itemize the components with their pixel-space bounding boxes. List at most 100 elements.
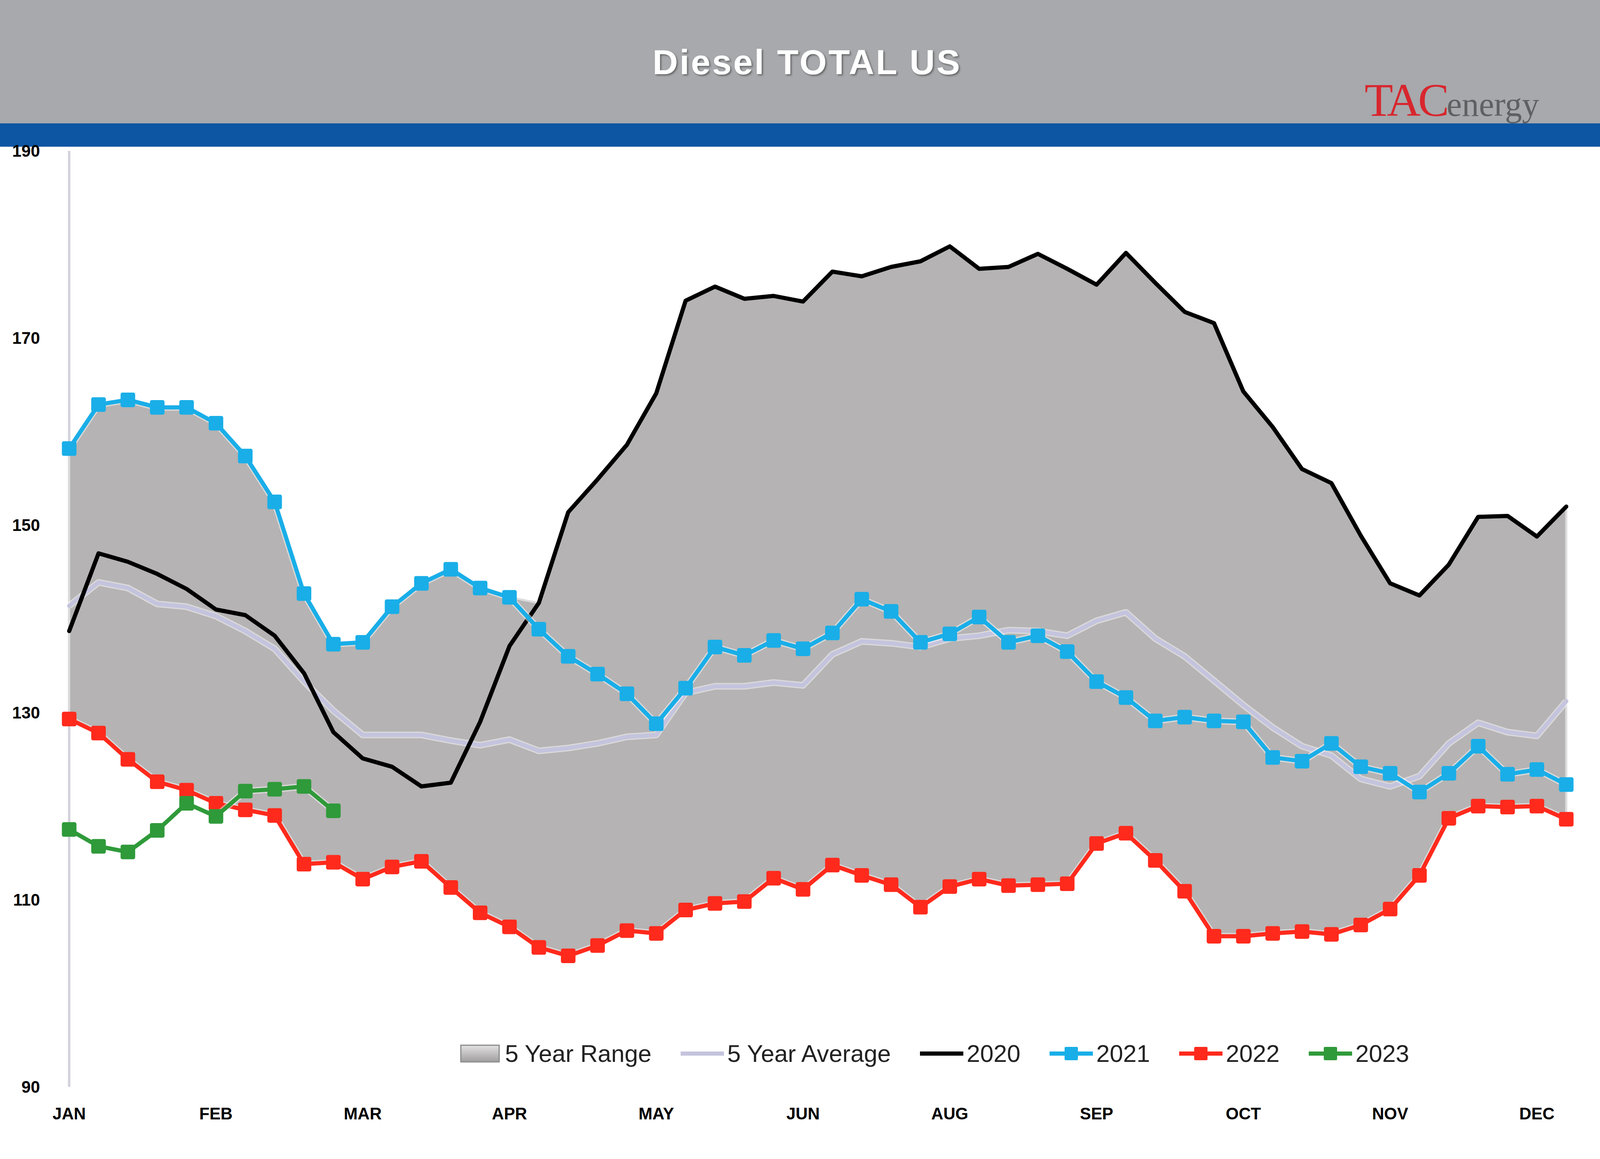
x-tick-label: SEP [1080, 1104, 1114, 1123]
y-tick-label: 90 [21, 1077, 41, 1096]
series-marker [1324, 927, 1338, 941]
chart: Diesel TOTAL USTACenergy9011013015017019… [0, 0, 1600, 1159]
series-marker [1295, 924, 1309, 938]
series-marker [180, 400, 194, 414]
series-line [69, 718, 1567, 956]
legend-marker [1194, 1046, 1208, 1060]
series-marker [1265, 926, 1280, 940]
series-marker [1207, 929, 1221, 943]
series-marker [238, 784, 253, 798]
series-marker [1442, 766, 1456, 780]
header-stripe [0, 123, 1600, 147]
series-marker [767, 871, 781, 885]
series-marker [1295, 754, 1309, 768]
series-marker [1236, 929, 1250, 943]
series-marker [1119, 826, 1133, 840]
legend-line [920, 1051, 964, 1056]
series-line [69, 786, 334, 852]
series-marker [502, 590, 517, 604]
series-marker [884, 877, 898, 892]
page: {"chart_data": { "type": "line", "title"… [0, 0, 1600, 1159]
series-marker [825, 858, 840, 872]
background [0, 0, 1600, 1159]
series-marker [708, 896, 722, 910]
title: Diesel TOTAL US [652, 42, 962, 82]
series-marker [121, 845, 135, 859]
series-marker [238, 449, 253, 463]
series-marker [444, 562, 458, 576]
series-marker [855, 868, 869, 882]
logo-text: TAC [1364, 74, 1447, 126]
series-marker [297, 586, 311, 600]
series-marker [1148, 714, 1163, 728]
series-marker [502, 920, 517, 934]
series-marker [62, 712, 76, 726]
series-marker [1471, 799, 1485, 813]
series-marker [1265, 750, 1280, 764]
series-marker [121, 392, 135, 407]
series-marker [1031, 877, 1045, 892]
series-marker [1383, 766, 1397, 780]
legend-label: 2023 [1355, 1039, 1410, 1067]
series-marker [1001, 635, 1015, 649]
series-marker [767, 633, 781, 648]
series-marker [150, 775, 164, 789]
series-marker [297, 857, 311, 871]
series-marker [1090, 836, 1104, 850]
series-marker [1354, 917, 1368, 932]
series-marker [356, 872, 370, 886]
series-marker [590, 667, 605, 681]
line-halo [69, 718, 1567, 956]
series-marker [180, 796, 194, 810]
series-marker [150, 400, 164, 414]
series-marker [1383, 902, 1397, 916]
series-marker [913, 635, 928, 649]
series-marker [590, 938, 605, 953]
series-marker [1354, 760, 1368, 774]
series-marker [238, 802, 253, 817]
series-marker [1530, 799, 1544, 813]
y-tick-label: 190 [12, 141, 40, 160]
series-marker [1442, 811, 1456, 825]
series-line [69, 399, 1567, 792]
series-marker [209, 416, 223, 430]
y-tick-label: 170 [12, 328, 40, 348]
series-marker [1412, 785, 1427, 799]
legend-marker [1323, 1046, 1338, 1060]
series-marker [825, 626, 840, 640]
series-marker [1530, 762, 1544, 777]
series-marker [1559, 777, 1573, 792]
series-marker [121, 752, 135, 766]
series-marker [561, 949, 575, 963]
series-marker [1500, 800, 1515, 814]
legend-swatch [460, 1045, 500, 1062]
series-marker [1559, 812, 1573, 826]
series-marker [444, 880, 458, 895]
series-marker [267, 495, 282, 509]
series-marker [267, 782, 282, 796]
series-marker [385, 600, 399, 614]
series-marker [855, 592, 869, 606]
series-line [69, 246, 1567, 787]
series-marker [737, 648, 751, 663]
series-marker [1177, 884, 1192, 898]
legend: 5 Year Range5 Year Average20202021202220… [460, 1039, 1410, 1067]
series-marker [385, 860, 399, 874]
x-tick-label: DEC [1519, 1104, 1555, 1123]
series-marker [532, 622, 546, 636]
legend-line [680, 1051, 725, 1056]
series-marker [62, 822, 76, 836]
series-marker [678, 681, 693, 695]
series-marker [62, 441, 76, 455]
series-marker [1060, 645, 1074, 659]
series-marker [1001, 878, 1015, 893]
series-marker [620, 687, 634, 701]
x-tick-label: JAN [52, 1104, 86, 1123]
x-tick-label: NOV [1372, 1104, 1409, 1123]
series-marker [414, 576, 428, 590]
series-marker [796, 882, 810, 896]
series-marker [1060, 877, 1074, 891]
series-marker [620, 923, 634, 938]
series-marker [1412, 868, 1427, 882]
y-tick-label: 110 [12, 890, 40, 909]
